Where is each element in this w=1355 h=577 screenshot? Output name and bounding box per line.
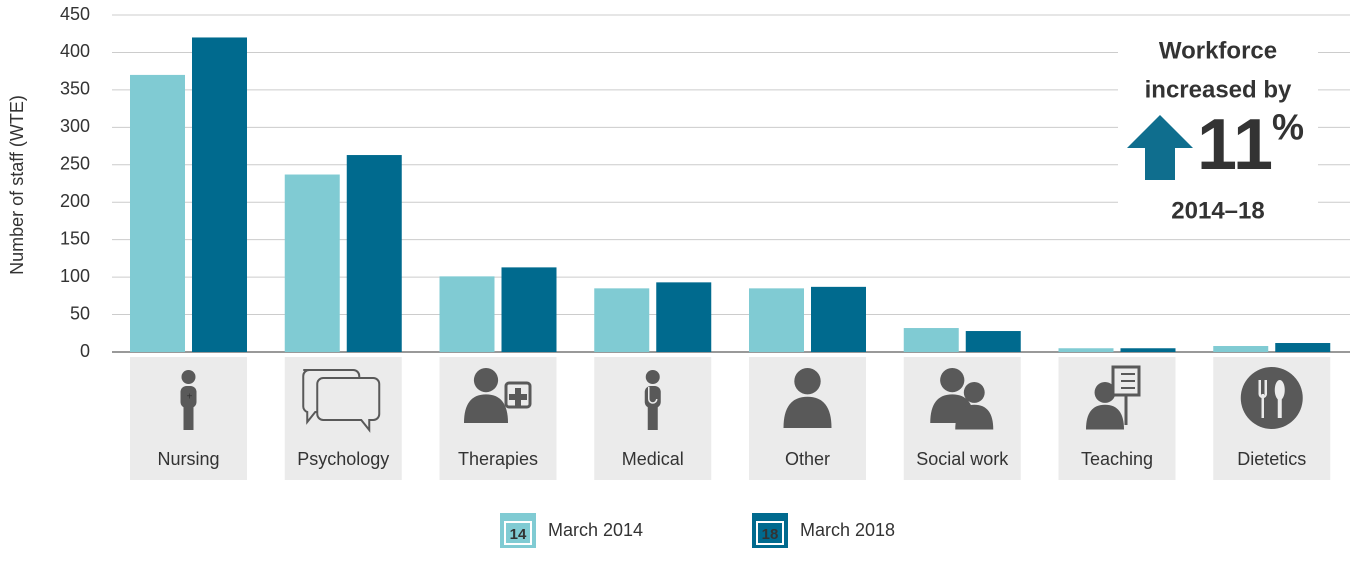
annotation-number: 11: [1197, 105, 1273, 185]
icon-part: [648, 387, 658, 404]
y-tick-label: 200: [60, 191, 90, 211]
icon-part: [509, 388, 527, 406]
bar: [192, 37, 247, 352]
icon-part: [181, 370, 196, 384]
annotation-period: 2014–18: [1171, 197, 1264, 224]
icon-part: [464, 394, 508, 423]
bar: [439, 276, 495, 352]
category-icon: [464, 368, 532, 423]
category-icon: [930, 368, 994, 430]
bar: [1275, 343, 1331, 352]
x-tick-label: Medical: [622, 449, 684, 469]
x-tick-label: Teaching: [1081, 449, 1153, 469]
y-tick-label: 50: [70, 303, 90, 323]
icon-part: [647, 400, 658, 430]
icon-part: [1094, 382, 1116, 403]
icon-part: [1277, 395, 1282, 418]
category-icon: [644, 370, 661, 430]
bar: [594, 288, 650, 352]
x-tick-label: Social work: [916, 449, 1009, 469]
x-tick-label: Psychology: [297, 449, 389, 469]
icon-part: [794, 368, 821, 395]
icon-part: [473, 368, 499, 393]
bar: [749, 288, 804, 352]
bar: [903, 328, 959, 352]
icon-part: [183, 400, 194, 430]
annotation-line: increased by: [1145, 76, 1292, 103]
bar: [1213, 346, 1269, 352]
category-icon: [1240, 367, 1303, 429]
y-tick-label: 450: [60, 4, 90, 24]
bar: [1058, 348, 1114, 352]
bar: [965, 331, 1021, 352]
x-tick-label: Nursing: [157, 449, 219, 469]
legend-label: March 2014: [548, 520, 643, 540]
y-tick-label: 400: [60, 41, 90, 61]
icon-part: [783, 396, 832, 428]
icon-part: [1240, 367, 1303, 429]
icon-part: [955, 404, 994, 430]
icon-part: [940, 368, 965, 393]
y-tick-label: 350: [60, 79, 90, 99]
bar: [811, 286, 866, 352]
x-tick-label: Therapies: [458, 449, 538, 469]
category-icon: [783, 368, 832, 428]
x-tick-label: Dietetics: [1237, 449, 1306, 469]
bar: [501, 267, 557, 352]
bar: [656, 282, 712, 352]
annotation-line: Workforce: [1159, 37, 1277, 64]
category-icon: +: [180, 370, 197, 430]
y-tick-label: 300: [60, 116, 90, 136]
icon-part: [1258, 380, 1267, 418]
legend-swatch-inner: [504, 521, 532, 545]
category-icon: [302, 369, 381, 433]
bar: [346, 155, 402, 352]
y-axis-label: Number of staff (WTE): [7, 95, 27, 275]
annotation-unit: %: [1272, 107, 1304, 148]
legend-icon-text: 18: [762, 526, 779, 543]
bar: [130, 74, 185, 353]
icon-part: [316, 377, 381, 433]
y-tick-label: 150: [60, 228, 90, 248]
icon-part: [1086, 404, 1124, 430]
x-tick-label: Other: [785, 449, 830, 469]
arrow-icon: [1127, 115, 1193, 180]
icon-part: [1274, 380, 1285, 400]
icon-part: +: [187, 392, 193, 403]
legend-icon-text: 14: [510, 526, 527, 543]
bar: [284, 174, 340, 352]
y-tick-label: 100: [60, 266, 90, 286]
bar: [1120, 348, 1176, 352]
icon-part: [645, 370, 660, 384]
y-tick-label: 0: [80, 341, 90, 361]
legend-label: March 2018: [800, 520, 895, 540]
y-tick-label: 250: [60, 154, 90, 174]
category-icon: [1086, 365, 1141, 430]
icon-part: [963, 382, 985, 403]
legend-swatch-inner: [756, 521, 784, 545]
